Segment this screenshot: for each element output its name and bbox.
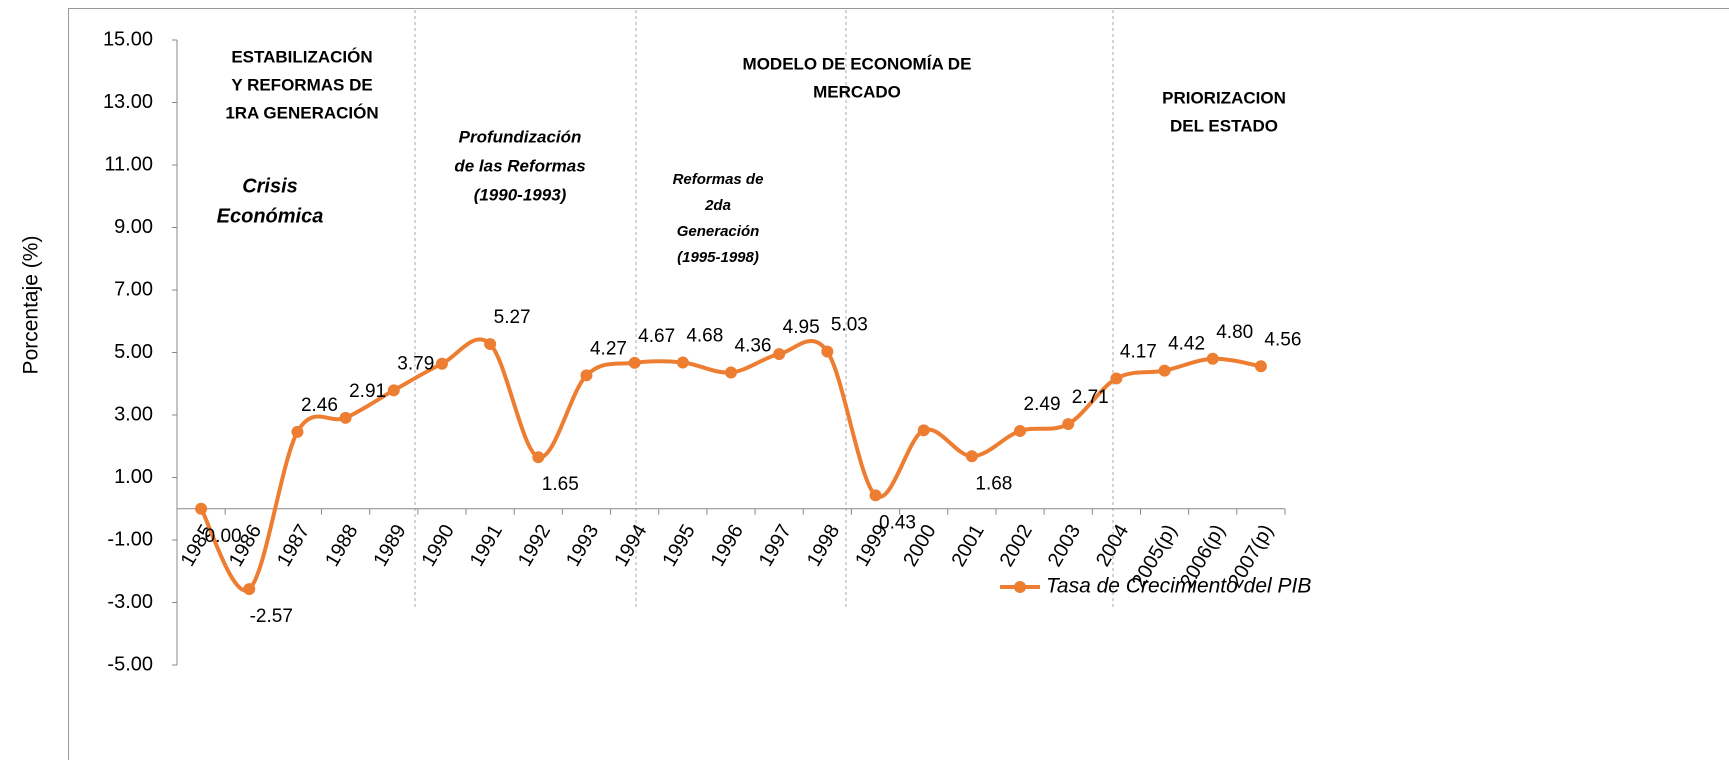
data-label: 2.71 (1072, 387, 1109, 408)
data-label: 2.46 (301, 395, 338, 416)
data-point (1158, 364, 1171, 377)
x-tick-label: 1991 (466, 521, 507, 571)
x-tick-label: 1996 (707, 521, 748, 571)
data-point (1110, 372, 1123, 385)
data-label: 4.67 (638, 326, 675, 347)
y-tick-label: 9.00 (114, 216, 153, 238)
data-point (195, 502, 208, 515)
data-label: 4.17 (1120, 341, 1157, 362)
data-label: 4.42 (1168, 334, 1205, 355)
annotation: Profundización (459, 127, 582, 146)
data-point (532, 451, 545, 464)
annotation: (1995-1998) (677, 249, 759, 266)
y-tick-label: -5.00 (107, 653, 153, 675)
annotation: PRIORIZACION (1162, 88, 1286, 107)
data-label: 4.56 (1264, 329, 1301, 350)
data-point (484, 338, 497, 351)
x-tick-label: 1994 (610, 521, 651, 571)
data-label: 1.65 (542, 474, 579, 495)
y-tick-label: -3.00 (107, 591, 153, 613)
data-label: 3.79 (397, 353, 434, 374)
data-label: 5.27 (494, 307, 531, 328)
y-tick-label: 15.00 (103, 28, 153, 50)
data-point (965, 450, 978, 463)
y-axis-label: Porcentaje (%) (20, 236, 43, 375)
annotation: (1990-1993) (474, 185, 567, 204)
annotation: DEL ESTADO (1170, 116, 1278, 135)
annotation: MERCADO (813, 82, 901, 101)
y-tick-label: 13.00 (103, 91, 153, 113)
legend-marker (1014, 581, 1026, 593)
data-point (773, 348, 786, 361)
data-label: 2.91 (349, 381, 386, 402)
annotation: Crisis (242, 175, 298, 197)
x-tick-label: 1992 (514, 521, 555, 571)
x-tick-label: 1988 (321, 521, 362, 571)
data-point (725, 366, 737, 379)
x-tick-label: 1989 (369, 521, 410, 571)
data-point (676, 356, 689, 369)
x-tick-label: 2004 (1092, 521, 1133, 571)
data-label: 1.68 (975, 473, 1012, 494)
annotation: de las Reformas (454, 156, 585, 175)
data-label: 4.68 (686, 326, 723, 347)
data-point (869, 489, 882, 502)
y-tick-label: 3.00 (114, 403, 153, 425)
annotation: 2da (704, 197, 731, 214)
x-tick-label: 2003 (1044, 521, 1085, 571)
annotation: 1RA GENERACIÓN (225, 103, 378, 122)
data-label: 0.43 (879, 512, 916, 533)
legend-label: Tasa de Crecimiento del PIB (1046, 575, 1311, 598)
data-point (1014, 424, 1027, 437)
x-tick-label: 2002 (996, 521, 1037, 571)
x-tick-label: 1990 (418, 521, 459, 571)
annotation: Generación (677, 223, 760, 240)
data-point (917, 424, 930, 437)
data-label: -2.57 (250, 606, 293, 627)
data-label: 4.95 (783, 317, 820, 338)
data-point (1254, 360, 1267, 373)
annotation: ESTABILIZACIÓN (231, 47, 372, 66)
data-point (243, 583, 256, 596)
data-point (821, 345, 834, 358)
y-tick-label: -1.00 (107, 528, 153, 550)
data-point (1206, 352, 1219, 365)
data-point (628, 356, 641, 369)
frame (68, 8, 1729, 760)
annotation: MODELO DE ECONOMÍA DE (743, 54, 972, 73)
data-point (1062, 418, 1075, 431)
data-label: 5.03 (831, 315, 868, 336)
x-tick-label: 1987 (273, 521, 314, 571)
data-point (387, 384, 400, 397)
data-point (291, 425, 304, 438)
data-label: 0.00 (205, 526, 242, 547)
y-tick-label: 11.00 (104, 153, 153, 175)
data-label: 4.80 (1216, 322, 1253, 343)
y-tick-label: 1.00 (114, 466, 153, 488)
x-tick-label: 1993 (562, 521, 603, 571)
y-tick-label: 7.00 (114, 278, 153, 300)
x-tick-label: 1997 (755, 521, 796, 571)
data-point (580, 369, 593, 382)
y-tick-label: 5.00 (114, 341, 153, 363)
x-tick-label: 2001 (947, 521, 988, 571)
data-label: 2.49 (1024, 394, 1061, 415)
data-point (339, 411, 352, 424)
x-tick-label: 1995 (658, 521, 699, 571)
data-point (435, 357, 448, 370)
annotation: Reformas de (673, 171, 764, 188)
data-label: 4.36 (735, 336, 772, 357)
annotation: Y REFORMAS DE (231, 75, 372, 94)
annotation: Económica (217, 205, 324, 227)
data-label: 4.27 (590, 338, 627, 359)
x-tick-label: 1998 (803, 521, 844, 571)
